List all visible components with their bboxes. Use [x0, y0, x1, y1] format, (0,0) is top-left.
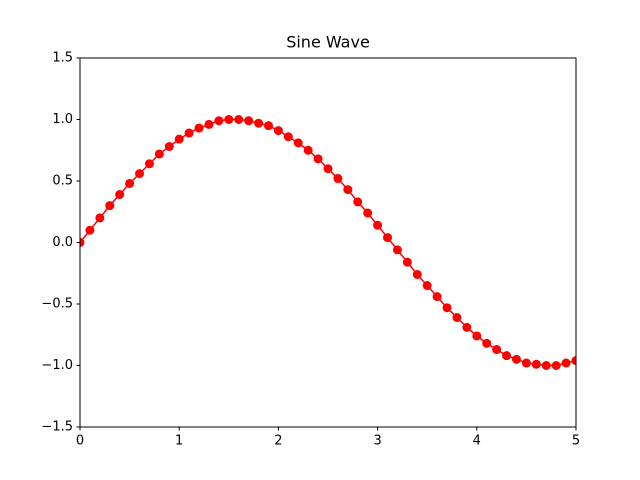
data-point	[144, 159, 154, 169]
data-point	[184, 128, 194, 138]
data-point	[432, 292, 442, 302]
data-point	[422, 281, 432, 291]
data-point	[521, 358, 531, 368]
data-point	[402, 257, 412, 267]
data-point	[492, 345, 502, 355]
x-tick-label: 5	[572, 434, 580, 449]
data-point	[80, 238, 85, 247]
data-point	[333, 174, 343, 184]
data-point	[343, 185, 353, 195]
data-point	[551, 361, 561, 370]
data-point	[541, 361, 551, 370]
data-point	[263, 121, 273, 131]
data-point	[135, 169, 145, 179]
data-point	[452, 313, 462, 323]
data-point	[125, 178, 135, 188]
data-point	[511, 354, 521, 364]
data-point	[273, 126, 283, 136]
y-tick-label: −1.5	[41, 420, 73, 435]
data-point	[353, 197, 363, 207]
data-point	[502, 351, 512, 361]
x-tick-label: 0	[76, 434, 84, 449]
data-point	[204, 119, 214, 129]
x-tick-label: 2	[274, 434, 282, 449]
data-point	[224, 115, 234, 124]
data-point	[412, 269, 422, 279]
data-point	[392, 245, 402, 255]
data-point	[214, 116, 224, 126]
data-point	[442, 303, 452, 313]
y-tick-label: −0.5	[41, 297, 73, 312]
data-point	[313, 154, 323, 164]
y-tick-label: 0.5	[52, 174, 73, 189]
y-tick-label: 1.0	[52, 112, 73, 127]
data-point	[383, 233, 393, 243]
data-point	[254, 118, 264, 128]
y-tick-label: −1.0	[41, 358, 73, 373]
data-point	[174, 134, 184, 144]
data-point	[482, 338, 492, 348]
data-point	[303, 145, 313, 155]
data-point	[293, 138, 303, 148]
data-point	[462, 322, 472, 332]
data-point	[472, 331, 482, 341]
y-tick-label: 0.0	[52, 235, 73, 250]
data-point	[234, 115, 244, 124]
data-point	[283, 132, 293, 142]
data-point	[154, 149, 164, 159]
y-tick-label: 1.5	[52, 51, 73, 66]
data-point	[85, 225, 95, 235]
data-point	[531, 359, 541, 369]
data-point	[373, 220, 383, 230]
x-tick-label: 1	[175, 434, 183, 449]
plot-area	[80, 115, 576, 370]
chart-title: Sine Wave	[286, 33, 370, 52]
data-point	[244, 116, 254, 126]
x-tick-label: 3	[373, 434, 381, 449]
data-point	[571, 356, 576, 366]
data-point	[164, 142, 174, 152]
data-point	[561, 358, 571, 368]
data-point	[105, 201, 115, 211]
data-point	[95, 213, 105, 223]
data-point	[363, 208, 373, 218]
data-point	[194, 123, 204, 133]
x-tick-label: 4	[473, 434, 481, 449]
data-point	[323, 164, 333, 174]
data-point	[115, 190, 125, 200]
